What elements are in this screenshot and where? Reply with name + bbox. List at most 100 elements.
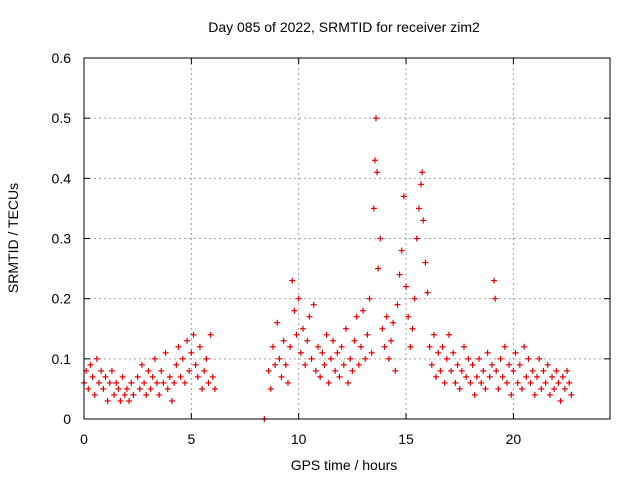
- data-point: [392, 367, 399, 374]
- data-point: [138, 361, 145, 368]
- data-point: [564, 367, 571, 374]
- data-point: [325, 379, 332, 386]
- data-point: [523, 373, 530, 380]
- data-point: [199, 385, 206, 392]
- data-point: [409, 325, 416, 332]
- data-point: [388, 337, 395, 344]
- data-point: [568, 391, 575, 398]
- data-point: [121, 391, 128, 398]
- data-point: [566, 379, 573, 386]
- data-point: [486, 373, 493, 380]
- data-point: [104, 397, 111, 404]
- plot-frame: [83, 57, 611, 420]
- data-point: [113, 379, 120, 386]
- data-point: [87, 361, 94, 368]
- data-point: [108, 367, 115, 374]
- data-point: [506, 361, 513, 368]
- data-point: [499, 373, 506, 380]
- y-tick-label: 0.1: [52, 351, 72, 367]
- data-point: [265, 367, 272, 374]
- data-point: [203, 355, 210, 362]
- data-point: [317, 373, 324, 380]
- data-point: [149, 373, 156, 380]
- y-tick-label: 0: [63, 411, 71, 427]
- data-point: [501, 343, 508, 350]
- data-point: [330, 337, 337, 344]
- data-point: [340, 361, 347, 368]
- data-point: [284, 379, 291, 386]
- data-point: [557, 397, 564, 404]
- data-point: [400, 193, 407, 200]
- y-tick-label: 0.5: [52, 110, 72, 126]
- data-point: [495, 385, 502, 392]
- data-point: [390, 319, 397, 326]
- data-point: [478, 379, 485, 386]
- data-point: [85, 385, 92, 392]
- data-point: [351, 337, 358, 344]
- data-point: [272, 361, 279, 368]
- data-point: [181, 379, 188, 386]
- data-point: [327, 355, 334, 362]
- data-point: [98, 367, 105, 374]
- data-point: [536, 355, 543, 362]
- data-point: [454, 361, 461, 368]
- data-point: [445, 331, 452, 338]
- data-point: [151, 355, 158, 362]
- data-point: [551, 385, 558, 392]
- data-point: [370, 205, 377, 212]
- data-point: [201, 367, 208, 374]
- data-point: [336, 373, 343, 380]
- data-point: [411, 295, 418, 302]
- data-point: [405, 313, 412, 320]
- data-point: [186, 367, 193, 374]
- data-point: [269, 343, 276, 350]
- data-point: [510, 367, 517, 374]
- data-point: [115, 385, 122, 392]
- y-tick-label: 0.2: [52, 291, 72, 307]
- data-point: [420, 217, 427, 224]
- data-point: [130, 391, 137, 398]
- data-point: [385, 355, 392, 362]
- data-point: [375, 265, 382, 272]
- data-point: [473, 373, 480, 380]
- data-point: [362, 355, 369, 362]
- data-point: [207, 331, 214, 338]
- data-point: [106, 379, 113, 386]
- data-point: [319, 349, 326, 356]
- data-point: [291, 307, 298, 314]
- data-point: [100, 385, 107, 392]
- data-point: [96, 379, 103, 386]
- data-point: [119, 373, 126, 380]
- data-point: [553, 367, 560, 374]
- data-point: [540, 367, 547, 374]
- data-point: [274, 319, 281, 326]
- data-point: [491, 277, 498, 284]
- data-point: [463, 373, 470, 380]
- data-point: [403, 283, 410, 290]
- data-point: [467, 379, 474, 386]
- data-point: [413, 235, 420, 242]
- data-point: [484, 349, 491, 356]
- data-point: [482, 385, 489, 392]
- data-point: [334, 349, 341, 356]
- data-point: [145, 367, 152, 374]
- data-point: [166, 373, 173, 380]
- data-point: [456, 385, 463, 392]
- data-point: [169, 397, 176, 404]
- data-point: [173, 361, 180, 368]
- data-point: [448, 367, 455, 374]
- data-point: [158, 367, 165, 374]
- data-point: [407, 343, 414, 350]
- data-point: [452, 379, 459, 386]
- data-point: [437, 367, 444, 374]
- data-point: [435, 349, 442, 356]
- data-point: [175, 343, 182, 350]
- data-point: [338, 343, 345, 350]
- data-point: [381, 343, 388, 350]
- data-point: [89, 373, 96, 380]
- data-point: [394, 301, 401, 308]
- data-point: [396, 271, 403, 278]
- data-point: [188, 349, 195, 356]
- data-point: [353, 313, 360, 320]
